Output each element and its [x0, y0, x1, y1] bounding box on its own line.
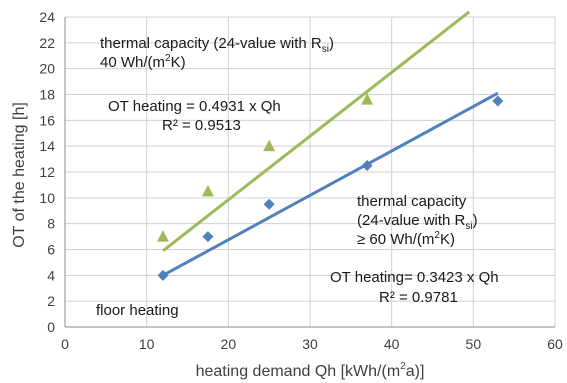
- trendlines: [162, 10, 499, 277]
- blue-equation: OT heating= 0.3423 x Qh: [330, 269, 499, 286]
- y-tick-label: 4: [47, 267, 55, 283]
- grid-lines: [65, 16, 556, 327]
- y-tick-label: 16: [39, 112, 55, 128]
- x-tick-label: 30: [302, 336, 318, 352]
- data-points: [157, 93, 504, 281]
- blue-series-label-line3: ≥ 60 Wh/(m2K): [357, 230, 455, 248]
- x-tick-label: 40: [384, 336, 400, 352]
- blue-diamond-point: [492, 95, 504, 107]
- y-tick-label: 6: [47, 242, 55, 258]
- floor-heating-label: floor heating: [96, 302, 179, 319]
- blue-r-squared: R² = 0.9781: [379, 289, 458, 306]
- green-series-label-line2: 40 Wh/(m2K): [100, 53, 186, 71]
- axes: [64, 17, 555, 328]
- y-tick-label: 12: [39, 164, 55, 180]
- y-axis-title: OT of the heating [h]: [11, 102, 28, 248]
- blue-diamond-point: [361, 160, 373, 172]
- y-tick-label: 24: [39, 9, 55, 25]
- blue-series-label-line1: thermal capacity: [357, 193, 467, 210]
- green-equation: OT heating = 0.4931 x Qh: [108, 98, 281, 115]
- green-triangle-point: [201, 184, 214, 197]
- y-tick-label: 22: [39, 35, 55, 51]
- green-triangle-point: [157, 230, 169, 242]
- x-tick-label: 50: [466, 336, 482, 352]
- green-r-squared: R² = 0.9513: [162, 117, 241, 134]
- y-tick-label: 0: [47, 319, 55, 335]
- y-tick-label: 10: [39, 190, 55, 206]
- green-triangle-point: [263, 139, 276, 152]
- blue-trendline: [162, 91, 499, 277]
- y-tick-label: 18: [39, 87, 55, 103]
- green-series-label-line1: thermal capacity (24-value with Rsi): [100, 35, 334, 55]
- y-tick-label: 8: [47, 216, 55, 232]
- x-tick-label: 0: [61, 336, 69, 352]
- x-tick-label: 10: [139, 336, 155, 352]
- green-trendline: [162, 10, 471, 252]
- y-tick-label: 20: [39, 61, 55, 77]
- x-tick-label: 60: [547, 336, 563, 352]
- y-tick-label: 14: [39, 138, 55, 154]
- blue-diamond-point: [263, 198, 275, 210]
- x-tick-label: 20: [221, 336, 237, 352]
- green-triangle-point: [361, 93, 374, 105]
- blue-diamond-point: [157, 269, 169, 281]
- blue-series-label-line2: (24-value with Rsi): [357, 212, 478, 232]
- y-tick-label: 2: [47, 293, 55, 309]
- x-axis-title: heating demand Qh [kWh/(m2a)]: [196, 361, 425, 380]
- blue-diamond-point: [202, 231, 214, 243]
